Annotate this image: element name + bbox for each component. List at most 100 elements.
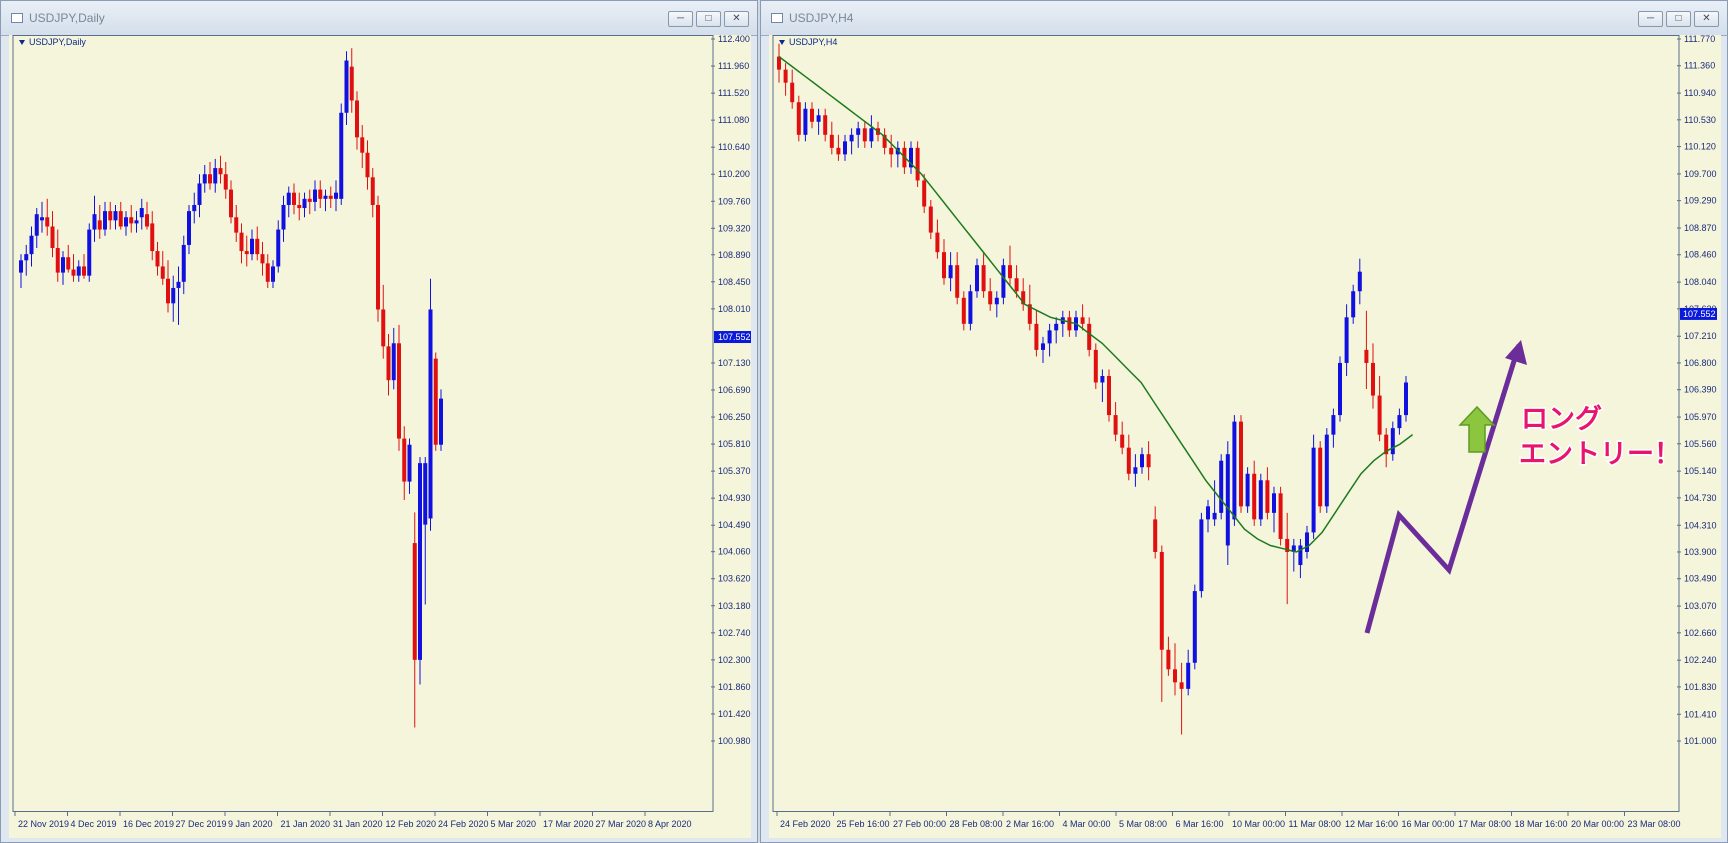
price-tick-label: 101.410 xyxy=(1684,709,1717,719)
price-tick-label: 111.960 xyxy=(718,61,749,71)
candle-body xyxy=(1034,323,1039,350)
daily-chart-window[interactable]: USDJPY,Daily ─ □ ✕ USDJPY,Daily 112.400 1… xyxy=(0,0,758,843)
candle-body xyxy=(1285,538,1290,552)
price-tick-label: 105.370 xyxy=(718,466,751,476)
price-tick-label: 107.210 xyxy=(1684,331,1717,341)
candle-body xyxy=(92,214,97,230)
candle xyxy=(909,141,913,174)
candle xyxy=(1258,473,1263,526)
price-tick-label: 104.060 xyxy=(718,547,751,557)
window-titlebar[interactable]: USDJPY,Daily ─ □ ✕ xyxy=(1,1,757,36)
time-tick-label: 5 Mar 08:00 xyxy=(1119,819,1167,829)
candle xyxy=(862,121,867,148)
time-tick-label: 18 Mar 16:00 xyxy=(1515,819,1568,829)
candle-body xyxy=(1384,434,1389,455)
minimize-button[interactable]: ─ xyxy=(668,11,693,27)
close-button[interactable]: ✕ xyxy=(1694,11,1719,27)
candle xyxy=(777,43,781,83)
candle-body xyxy=(365,152,370,178)
candle xyxy=(45,198,50,236)
price-tick-label: 106.390 xyxy=(1684,385,1717,395)
candle xyxy=(816,108,821,135)
candle xyxy=(1206,499,1210,533)
candle-body xyxy=(160,266,165,279)
candle-body xyxy=(271,266,275,282)
candle xyxy=(981,252,986,298)
candle-body xyxy=(836,147,841,155)
price-tick-label: 104.930 xyxy=(718,493,751,503)
candle-body xyxy=(1173,669,1177,683)
time-tick-label: 6 Mar 16:00 xyxy=(1176,819,1224,829)
price-tick-label: 107.130 xyxy=(718,358,751,368)
price-tick-label: 110.120 xyxy=(1684,142,1716,152)
candle xyxy=(171,275,176,322)
close-button[interactable]: ✕ xyxy=(724,11,749,27)
candle-body xyxy=(145,214,149,227)
candle xyxy=(1291,538,1296,572)
candle xyxy=(1212,480,1217,526)
candle-body xyxy=(1146,454,1151,468)
candle-body xyxy=(1140,454,1144,468)
candle xyxy=(370,168,375,218)
candle-body xyxy=(108,211,113,221)
h4-candlestick-chart[interactable]: USDJPY,H4 111.770 111.360 110.940 110.530 11… xyxy=(769,35,1721,838)
chart-area[interactable]: USDJPY,Daily 112.400 111.960 111.520 111.08… xyxy=(9,35,751,838)
candle xyxy=(391,327,396,390)
chart-background xyxy=(9,35,751,838)
collapse-triangle-icon[interactable] xyxy=(19,40,25,45)
candle xyxy=(339,103,344,205)
h4-chart-window[interactable]: USDJPY,H4 ─ □ ✕ USDJPY,H4 111.770 111.360… xyxy=(760,0,1728,843)
candle xyxy=(313,180,317,212)
candle-body xyxy=(1390,428,1395,455)
candle-body xyxy=(1278,493,1283,539)
time-tick-label: 11 Mar 08:00 xyxy=(1289,819,1341,829)
candle-body xyxy=(229,189,233,218)
chart-area[interactable]: USDJPY,H4 111.770 111.360 110.940 110.530 11… xyxy=(769,35,1721,838)
collapse-triangle-icon[interactable] xyxy=(779,40,785,45)
candle-body xyxy=(1192,591,1197,663)
price-tick-label: 109.320 xyxy=(718,223,751,233)
maximize-button[interactable]: □ xyxy=(1666,11,1691,27)
candle-body xyxy=(171,287,176,304)
minimize-button[interactable]: ─ xyxy=(1638,11,1663,27)
candle-body xyxy=(370,177,375,205)
candle-body xyxy=(1305,532,1309,552)
candle xyxy=(360,125,365,169)
candle-body xyxy=(29,235,34,255)
price-tick-label: 110.940 xyxy=(1684,88,1716,98)
candle xyxy=(1245,467,1250,513)
candle xyxy=(134,211,139,233)
candle xyxy=(1351,284,1356,324)
current-price-tag: 107.552 xyxy=(714,331,751,344)
price-tick-label: 102.660 xyxy=(1684,628,1717,638)
candle-body xyxy=(281,204,286,230)
candle xyxy=(915,141,920,187)
time-tick-label: 12 Feb 2020 xyxy=(386,819,437,829)
window-titlebar[interactable]: USDJPY,H4 ─ □ ✕ xyxy=(761,1,1727,36)
candle-body xyxy=(1126,447,1131,474)
price-tick-label: 101.860 xyxy=(718,682,751,692)
candle xyxy=(1159,545,1164,702)
candle-body xyxy=(71,269,76,276)
candle xyxy=(1080,304,1085,331)
time-tick-label: 27 Feb 00:00 xyxy=(893,819,946,829)
candle xyxy=(97,204,102,239)
candle xyxy=(1364,310,1369,390)
price-axis: 112.400 111.960 111.520 111.080 110.640 110.2… xyxy=(711,35,751,746)
candle-body xyxy=(313,189,317,202)
candle xyxy=(988,278,993,311)
candle xyxy=(829,121,834,155)
candle xyxy=(19,254,23,288)
candle-body xyxy=(1239,421,1243,507)
candle xyxy=(968,284,973,331)
candle xyxy=(928,199,933,240)
candle-body xyxy=(1179,682,1184,689)
candle-body xyxy=(334,192,338,199)
candle xyxy=(803,102,808,142)
maximize-button[interactable]: □ xyxy=(696,11,721,27)
daily-candlestick-chart[interactable]: USDJPY,Daily 112.400 111.960 111.520 111.08… xyxy=(9,35,751,838)
candle xyxy=(92,195,97,242)
candle xyxy=(1192,584,1197,670)
candle xyxy=(423,457,428,605)
candle-body xyxy=(166,278,170,304)
